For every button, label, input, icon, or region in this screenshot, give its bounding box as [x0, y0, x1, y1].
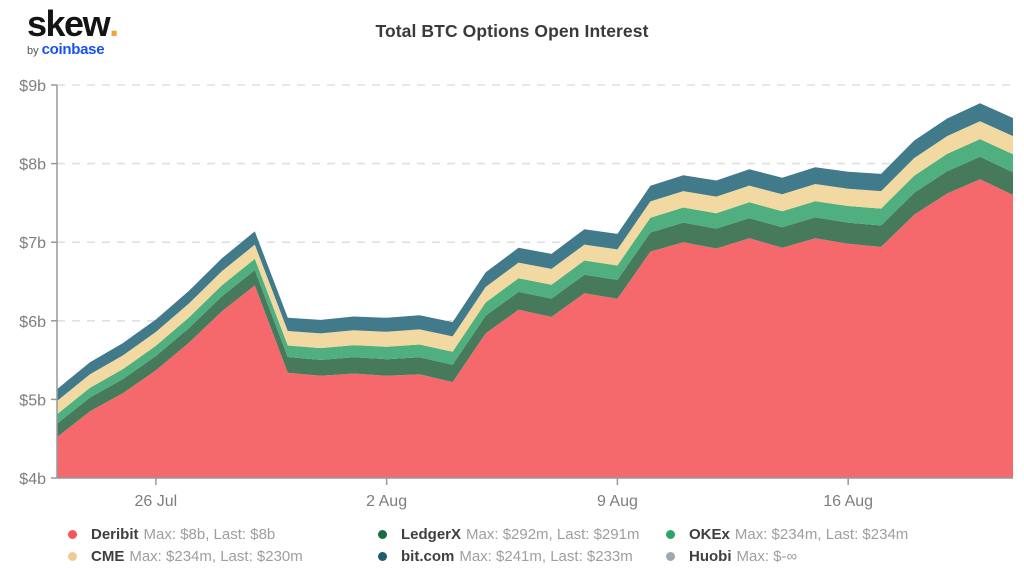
legend-detail: Max: $234m, Last: $234m [734, 525, 909, 543]
chart-legend: Deribit Max: $8b, Last: $8b CME Max: $234m,… [0, 523, 1024, 569]
y-axis-tick-label: $8b [19, 157, 46, 174]
x-axis-tick-label: 26 Jul [135, 493, 178, 510]
legend-item-deribit[interactable]: Deribit Max: $8b, Last: $8b [68, 523, 303, 545]
coinbase-wordmark: coinbase [41, 41, 105, 58]
legend-label: LedgerX [401, 525, 462, 543]
y-axis-tick-label: $6b [19, 314, 46, 331]
legend-dot-deribit [68, 529, 77, 539]
legend-detail: Max: $8b, Last: $8b [143, 525, 276, 543]
area-deribit[interactable] [57, 179, 1013, 479]
legend-item-bit-com[interactable]: bit.com Max: $241m, Last: $233m [378, 545, 639, 567]
y-axis-tick-label: $7b [19, 235, 46, 252]
legend-detail: Max: $292m, Last: $291m [466, 525, 640, 543]
legend-detail: Max: $234m, Last: $230m [129, 547, 303, 565]
legend-item-cme[interactable]: CME Max: $234m, Last: $230m [68, 545, 303, 567]
area-cme[interactable] [57, 121, 1013, 415]
legend-column: LedgerX Max: $292m, Last: $291m bit.com Max… [378, 523, 639, 567]
axes: $4b $5b $6b $7b $8b $9b 26 Jul 2 Aug 9 Aug 16 Aug [19, 78, 1013, 510]
x-axis-tick-label: 9 Aug [597, 493, 638, 510]
legend-item-huobi[interactable]: Huobi Max: $-∞ [666, 545, 908, 567]
legend-column: Deribit Max: $8b, Last: $8b CME Max: $234m,… [68, 523, 303, 567]
legend-dot-cme [68, 551, 77, 561]
y-axis-tick-label: $5b [19, 392, 46, 409]
legend-item-okex[interactable]: OKEx Max: $234m, Last: $234m [666, 523, 908, 545]
legend-dot-huobi [666, 551, 675, 561]
area-okex[interactable] [57, 139, 1013, 424]
legend-label: OKEx [689, 525, 730, 543]
legend-column: OKEx Max: $234m, Last: $234m Huobi Max: $-∞ [666, 523, 908, 567]
legend-detail: Max: $-∞ [736, 547, 798, 565]
x-axis-tick-label: 2 Aug [366, 493, 407, 510]
legend-item-ledgerx[interactable]: LedgerX Max: $292m, Last: $291m [378, 523, 639, 545]
legend-dot-bit-com [378, 551, 387, 561]
legend-detail: Max: $241m, Last: $233m [459, 547, 633, 565]
skew-wordmark: skew [27, 3, 111, 44]
area-bit-com[interactable] [57, 103, 1013, 402]
skew-wordmark-dot: . [109, 3, 120, 44]
y-axis-tick-label: $9b [19, 78, 46, 95]
legend-label: CME [91, 547, 125, 565]
legend-dot-ledgerx [378, 529, 387, 539]
x-axis-tick-label: 16 Aug [823, 493, 873, 510]
legend-label: bit.com [401, 547, 455, 565]
legend-dot-okex [666, 529, 675, 539]
y-axis-tick-label: $4b [19, 471, 46, 488]
stacked-area-chart[interactable]: $4b $5b $6b $7b $8b $9b 26 Jul 2 Aug 9 Aug 16 Aug [0, 0, 1024, 523]
skew-logo[interactable]: skew. by coinbase [27, 6, 119, 58]
chart-title: Total BTC Options Open Interest [375, 21, 649, 41]
area-ledgerx[interactable] [57, 156, 1013, 438]
area-series-group[interactable] [57, 103, 1013, 479]
byline-prefix: by [27, 45, 39, 57]
legend-label: Huobi [689, 547, 732, 565]
legend-label: Deribit [91, 525, 139, 543]
